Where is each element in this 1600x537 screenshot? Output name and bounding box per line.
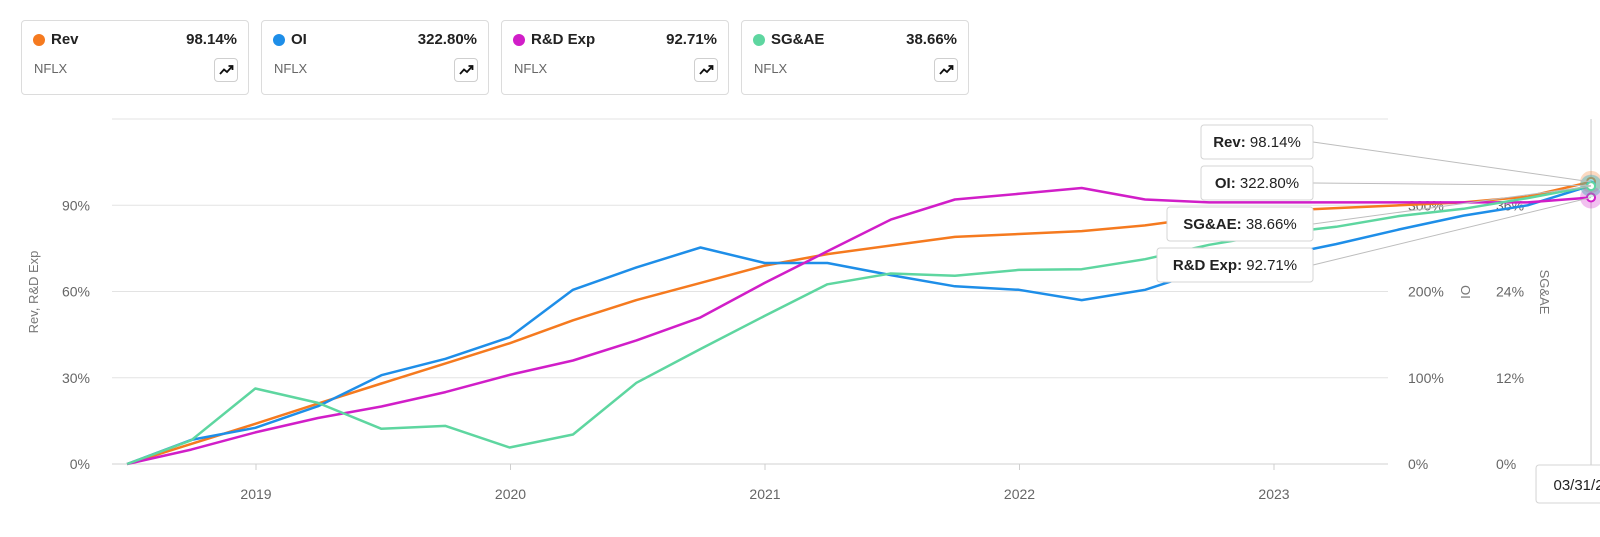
legend-series-value: 98.14% (186, 31, 237, 48)
legend-series-value: 92.71% (666, 31, 717, 48)
trend-chart-button[interactable] (214, 58, 238, 82)
right2-tick-label: 12% (1496, 370, 1524, 386)
x-tick-label: 2019 (240, 486, 271, 502)
oi-axis-title: OI (1458, 285, 1473, 299)
tooltip-sgae: SG&AE: 38.66% (1166, 206, 1314, 242)
legend-ticker: NFLX (34, 61, 68, 76)
tooltip-value: 322.80% (1240, 175, 1299, 192)
left-tick-label: 90% (62, 197, 90, 213)
trend-chart-icon (939, 65, 954, 75)
tooltip-text: Rev: 98.14% (1213, 134, 1301, 151)
legend-ticker: NFLX (274, 61, 308, 76)
trend-chart-button[interactable] (934, 58, 958, 82)
legend-dot (513, 34, 525, 46)
tooltip-box (1156, 247, 1314, 283)
tooltip-text: R&D Exp: 92.71% (1173, 257, 1297, 274)
trend-chart-icon (459, 65, 474, 75)
date-tooltip-label: 03/31/2024 (1553, 477, 1600, 494)
tooltip-connector (1312, 196, 1592, 266)
trend-chart-icon (699, 65, 714, 75)
left-tick-label: 30% (62, 370, 90, 386)
tooltip-box (1200, 165, 1314, 201)
left-axis-title: Rev, R&D Exp (26, 251, 41, 334)
tooltip-rev: Rev: 98.14% (1200, 124, 1314, 160)
legend-ticker: NFLX (514, 61, 548, 76)
series-line-rdexp (126, 186, 1592, 466)
tooltip-value: 98.14% (1250, 134, 1301, 151)
tooltip-box (1200, 124, 1314, 160)
series-line-rev (126, 180, 1592, 466)
legend-dot (273, 34, 285, 46)
tooltip-connector (1312, 182, 1592, 187)
legend-dot (33, 34, 45, 46)
legend-card-rev[interactable]: Rev 98.14% NFLX (21, 20, 249, 95)
x-tick-label: 2021 (749, 486, 780, 502)
left-tick-label: 0% (70, 456, 90, 472)
legend-series-name: OI (291, 31, 307, 48)
tooltip-label: R&D Exp: (1173, 257, 1246, 274)
right2-tick-label: 0% (1496, 456, 1516, 472)
trend-chart-button[interactable] (454, 58, 478, 82)
trend-chart-button[interactable] (694, 58, 718, 82)
sgae-axis-title: SG&AE (1537, 270, 1552, 315)
legend-row: Rev 98.14% NFLX OI 322.80% NFLX R&D Exp … (21, 20, 969, 95)
tooltip-value: 92.71% (1246, 257, 1297, 274)
legend-series-name: Rev (51, 31, 79, 48)
legend-dot (753, 34, 765, 46)
tooltip-text: OI: 322.80% (1215, 175, 1299, 192)
legend-card-oi[interactable]: OI 322.80% NFLX (261, 20, 489, 95)
legend-series-value: 322.80% (417, 31, 477, 48)
tooltip-rdexp: R&D Exp: 92.71% (1156, 247, 1314, 283)
tooltip-text: SG&AE: 38.66% (1183, 216, 1296, 233)
tooltip-label: OI: (1215, 175, 1240, 192)
legend-series-name: R&D Exp (531, 31, 596, 48)
legend-series-name: SG&AE (771, 31, 825, 48)
tooltip-label: SG&AE: (1183, 216, 1246, 233)
right1-tick-label: 200% (1408, 284, 1444, 300)
date-tooltip: 03/31/2024 (1535, 464, 1600, 504)
trend-chart-icon (219, 65, 234, 75)
legend-card-rd-exp[interactable]: R&D Exp 92.71% NFLX (501, 20, 729, 95)
tooltip-value: 38.66% (1246, 216, 1297, 233)
legend-card-sgae[interactable]: SG&AE 38.66% NFLX (741, 20, 969, 95)
tooltip-box (1166, 206, 1314, 242)
x-tick-label: 2022 (1004, 486, 1035, 502)
right2-tick-label: 24% (1496, 284, 1524, 300)
legend-series-value: 38.66% (906, 31, 957, 48)
legend-ticker: NFLX (754, 61, 788, 76)
x-tick-label: 2023 (1258, 486, 1289, 502)
series-line-oi (126, 184, 1592, 466)
tooltip-oi: OI: 322.80% (1200, 165, 1314, 201)
left-tick-label: 60% (62, 284, 90, 300)
series-line-sgae (126, 184, 1592, 466)
tooltip-connector (1312, 185, 1592, 225)
right1-tick-label: 0% (1408, 456, 1428, 472)
x-tick-label: 2020 (495, 486, 526, 502)
date-tooltip-box (1535, 464, 1600, 504)
right1-tick-label: 100% (1408, 370, 1444, 386)
tooltip-label: Rev: (1213, 134, 1250, 151)
tooltip-connector (1312, 141, 1592, 183)
